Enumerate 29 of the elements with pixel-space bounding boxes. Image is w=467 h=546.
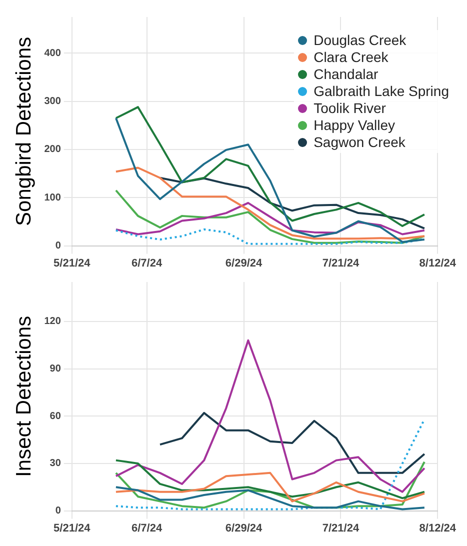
y-tick-label: 100 bbox=[44, 192, 62, 204]
y-tick-label: 30 bbox=[50, 458, 62, 470]
legend-label: Douglas Creek bbox=[314, 32, 406, 49]
x-tick-label: 5/21/24 bbox=[54, 257, 92, 270]
legend-label: Clara Creek bbox=[314, 49, 388, 66]
y-tick-label: 200 bbox=[44, 144, 62, 156]
x-tick-label: 8/12/24 bbox=[419, 257, 457, 270]
y-axis-title: Songbird Detections bbox=[12, 36, 36, 226]
y-tick-label: 300 bbox=[44, 96, 62, 108]
legend-label: Happy Valley bbox=[314, 117, 396, 134]
y-tick-label: 400 bbox=[44, 48, 62, 59]
legend-label: Galbraith Lake Spring bbox=[314, 83, 449, 100]
y-tick-label: 0 bbox=[55, 240, 62, 252]
x-tick-label: 6/7/24 bbox=[132, 522, 163, 534]
x-tick-label: 6/29/24 bbox=[225, 522, 263, 534]
y-tick-label: 0 bbox=[55, 506, 62, 517]
y-axis-title: Insect Detections bbox=[12, 316, 36, 477]
x-tick-label: 6/29/24 bbox=[225, 257, 263, 270]
y-tick-label: 60 bbox=[50, 410, 62, 422]
x-tick-label: 8/12/24 bbox=[419, 522, 457, 534]
legend-label: Chandalar bbox=[314, 66, 378, 83]
x-tick-label: 7/21/24 bbox=[322, 522, 360, 534]
legend-label: Sagwon Creek bbox=[314, 134, 406, 151]
x-tick-label: 5/21/24 bbox=[54, 522, 92, 534]
legend-label: Toolik River bbox=[314, 100, 386, 117]
x-tick-label: 6/7/24 bbox=[132, 257, 163, 270]
y-tick-label: 90 bbox=[50, 364, 62, 375]
y-tick-label: 120 bbox=[44, 316, 62, 328]
x-tick-label: 7/21/24 bbox=[322, 257, 360, 270]
